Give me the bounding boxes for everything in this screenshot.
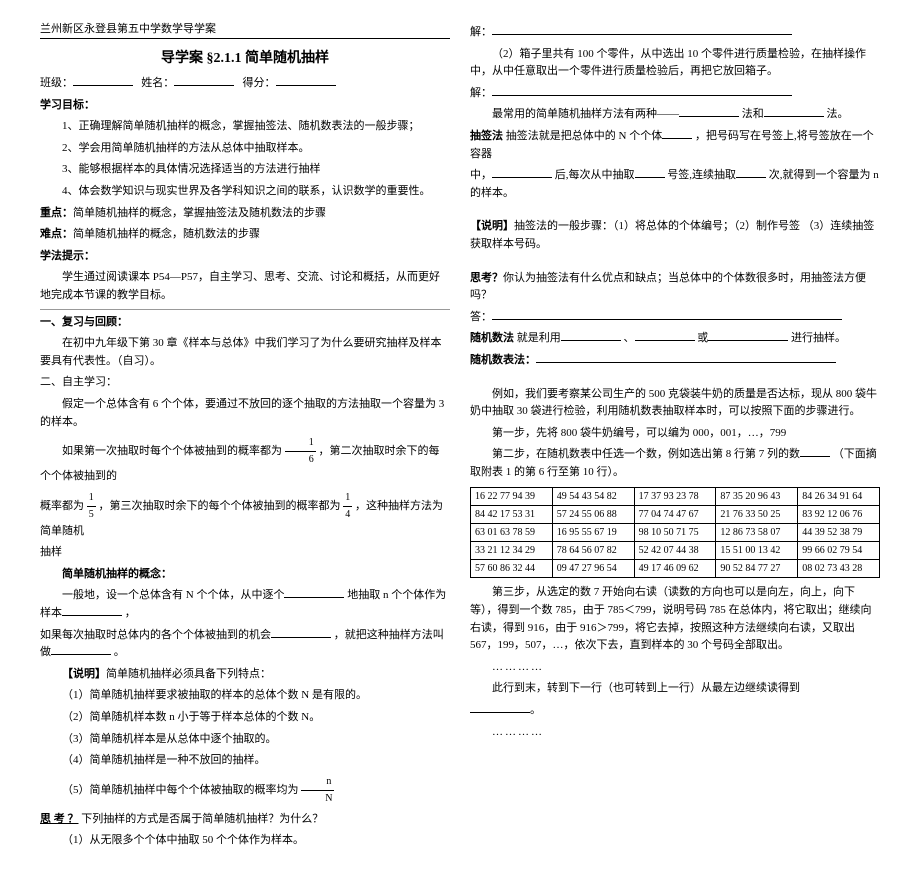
explain-title: 简单随机抽样必须具备下列特点： (106, 668, 271, 680)
random-label2: 随机数表法： (470, 354, 536, 366)
random-number-table: 16 22 77 94 3949 54 43 54 8217 37 93 23 … (470, 487, 880, 578)
frac-1-4: 14 (343, 490, 352, 523)
goal-4: 4、体会数学知识与现实世界及各学科知识之间的联系，认识数学的重要性。 (40, 183, 450, 201)
blank-line: 。 (470, 702, 880, 720)
section2-title: 二、自主学习： (40, 374, 450, 392)
step2: 第二步，在随机数表中任选一个数，例如选出第 8 行第 7 列的数 （下面摘取附表… (470, 446, 880, 481)
para3d: 抽样 (40, 544, 450, 562)
think-text: 下列抽样的方式是否属于简单随机抽样？为什么？ (81, 813, 323, 825)
random-text1a: 就是利用 (517, 332, 561, 344)
goal-2: 2、学会用简单随机抽样的方法从总体中抽取样本。 (40, 140, 450, 158)
method-title: 学法提示： (40, 248, 450, 266)
para3: 概率都为 15 ，第三次抽取时余下的每个个体被抽到的概率都为 14 ，这种抽样方… (40, 490, 450, 541)
right-p2b: 法和 (742, 108, 764, 120)
think-row: 思 考 ？ 下列抽样的方式是否属于简单随机抽样？为什么？ (40, 811, 450, 829)
page-header: 兰州新区永登县第五中学数学导学案 (40, 20, 450, 39)
concept-line2: 如果每次抽取时总体内的各个个体被抽到的机会 ，就把这种抽样方法叫做 。 (40, 627, 450, 662)
explain-5: （5）简单随机抽样中每个个体被抽取的概率均为 nN (40, 774, 450, 807)
explain2a: 抽签法的一般步骤：（1）将总体的个体编号；（2）制作号签 （3）连续抽签获取样本… (470, 220, 874, 250)
concept1c: ， (125, 607, 136, 619)
section1-title: 一、复习与回顾： (40, 314, 450, 332)
hard-label: 难点： (40, 228, 73, 240)
class-line: 班级： 姓名： 得分： (40, 75, 450, 93)
dots2: ………… (470, 724, 880, 742)
para3a: 概率都为 (40, 500, 84, 512)
concept1a: 一般地，设一个总体含有 N 个个体，从中逐个 (62, 589, 284, 601)
frac-1-6: 16 (285, 435, 316, 468)
focus-label: 重点： (40, 207, 73, 219)
lastline: 此行到末，转到下一行（也可转到上一行）从最左边继续读得到 (470, 680, 880, 698)
label-score: 得分： (243, 77, 276, 89)
right-p2c: 法。 (827, 108, 849, 120)
random-row2: 随机数表法： (470, 352, 880, 370)
dots1: ………… (470, 659, 880, 677)
step2a: 第二步，在随机数表中任选一个数，例如选出第 8 行第 7 列的数 (492, 448, 800, 460)
hard-row: 难点：简单随机抽样的概念，随机数法的步骤 (40, 226, 450, 244)
para1: 假定一个总体含有 6 个个体，要通过不放回的逐个抽取的方法抽取一个容量为 3 的… (40, 396, 450, 431)
label-name: 姓名： (141, 77, 174, 89)
chouqian-a: 抽签法就是把总体中的 N 个个体 (506, 130, 662, 142)
section1-text: 在初中九年级下第 30 章《样本与总体》中我们学习了为什么要研究抽样及样本要具有… (40, 335, 450, 370)
explain-row: 【说明】简单随机抽样必须具备下列特点： (40, 666, 450, 684)
jie-label: 解： (470, 24, 880, 42)
para2: 如果第一次抽取时每个个体被抽到的概率都为 16 ，第二次抽取时余下的每个个体被抽… (40, 435, 450, 486)
concept2c: 。 (114, 646, 125, 658)
goal-1: 1、正确理解简单随机抽样的概念，掌握抽签法、随机数表法的一般步骤； (40, 118, 450, 136)
right-p2a: 最常用的简单随机抽样方法有两种—— (492, 108, 679, 120)
label-class: 班级： (40, 77, 73, 89)
chouqian-label: 抽签法 (470, 130, 503, 142)
para3b: ，第三次抽取时余下的每个个体被抽到的概率都为 (99, 500, 341, 512)
focus-text: 简单随机抽样的概念，掌握抽签法及随机数法的步骤 (73, 207, 326, 219)
chouqian-e: 号签,连续抽取 (667, 169, 736, 181)
random-text1d: 进行抽样。 (791, 332, 846, 344)
step3: 第三步，从选定的数 7 开始向右读（读数的方向也可以是向左，向上，向下等），得到… (470, 584, 880, 654)
think-item1: （1）从无限多个个体中抽取 50 个个体作为样本。 (40, 832, 450, 850)
think-label: 思 考 ？ (40, 813, 79, 825)
focus-row: 重点：简单随机抽样的概念，掌握抽签法及随机数法的步骤 (40, 205, 450, 223)
concept-line1: 一般地，设一个总体含有 N 个个体，从中逐个 地抽取 n 个个体作为样本 ， (40, 587, 450, 622)
explain2-label: 【说明】 (470, 220, 514, 232)
explain-1: （1）简单随机抽样要求被抽取的样本的总体个数 N 是有限的。 (40, 687, 450, 705)
chouqian-row2: 中， 后,每次从中抽取 号签,连续抽取 次,就得到一个容量为 n 的样本。 (470, 167, 880, 202)
ans-label: 答： (470, 311, 492, 323)
random-row1: 随机数法 就是利用 、 或 进行抽样。 (470, 330, 880, 348)
right-p1: （2）箱子里共有 100 个零件，从中选出 10 个零件进行质量检验，在抽样操作… (470, 46, 880, 81)
random-text1b: 、 (624, 332, 635, 344)
think2-label: 思考？ (470, 272, 503, 284)
chouqian-c: 中， (470, 169, 492, 181)
explain-2: （2）简单随机样本数 n 小于等于样本总体的个数 N。 (40, 709, 450, 727)
para2a: 如果第一次抽取时每个个体被抽到的概率都为 (62, 445, 282, 457)
doc-title: 导学案 §2.1.1 简单随机抽样 (40, 47, 450, 67)
hard-text: 简单随机抽样的概念，随机数法的步骤 (73, 228, 260, 240)
frac-1-5: 15 (87, 490, 96, 523)
explain-3: （3）简单随机样本是从总体中逐个抽取的。 (40, 731, 450, 749)
goals-title: 学习目标： (40, 97, 450, 115)
goal-3: 3、能够根据样本的具体情况选择适当的方法进行抽样 (40, 161, 450, 179)
explain5a: （5）简单随机抽样中每个个体被抽取的概率均为 (62, 784, 299, 796)
think2-row: 思考？你认为抽签法有什么优点和缺点；当总体中的个体数很多时，用抽签法方便吗？ (470, 270, 880, 305)
concept2a: 如果每次抽取时总体内的各个个体被抽到的机会 (40, 629, 271, 641)
random-label1: 随机数法 (470, 332, 514, 344)
ans-row: 答： (470, 309, 880, 327)
think2-text: 你认为抽签法有什么优点和缺点；当总体中的个体数很多时，用抽签法方便吗？ (470, 272, 866, 302)
explain-label: 【说明】 (62, 668, 106, 680)
chouqian-row: 抽签法 抽签法就是把总体中的 N 个个体 ，把号码写在号签上,将号签放在一个容器 (470, 128, 880, 163)
random-text1c: 或 (697, 332, 708, 344)
method-text: 学生通过阅读课本 P54—P57，自主学习、思考、交流、讨论和概括，从而更好地完… (40, 269, 450, 304)
example1: 例如，我们要考察某公司生产的 500 克袋装牛奶的质量是否达标，现从 800 袋… (470, 386, 880, 421)
explain2-row: 【说明】抽签法的一般步骤：（1）将总体的个体编号；（2）制作号签 （3）连续抽签… (470, 218, 880, 253)
frac-n-N: nN (301, 774, 334, 807)
chouqian-d: 后,每次从中抽取 (555, 169, 635, 181)
explain-4: （4）简单随机抽样是一种不放回的抽样。 (40, 752, 450, 770)
step1: 第一步，先将 800 袋牛奶编号，可以编为 000，001，…，799 (470, 425, 880, 443)
jie-label2: 解： (470, 85, 880, 103)
right-p2: 最常用的简单随机抽样方法有两种—— 法和 法。 (470, 106, 880, 124)
concept-title: 简单随机抽样的概念： (40, 566, 450, 584)
